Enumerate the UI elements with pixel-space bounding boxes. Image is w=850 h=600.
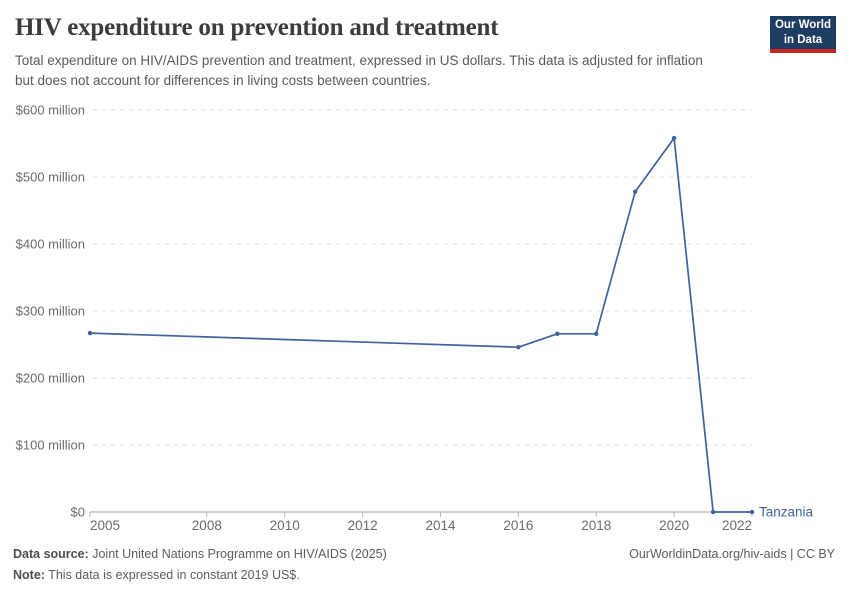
y-axis-label: $500 million [16, 170, 85, 185]
data-point-marker[interactable] [594, 331, 599, 336]
data-source-text: Joint United Nations Programme on HIV/AI… [92, 547, 387, 561]
y-axis-label: $100 million [16, 438, 85, 453]
y-axis-label: $600 million [16, 103, 85, 118]
data-point-marker[interactable] [749, 509, 755, 515]
data-source-line: Data source: Joint United Nations Progra… [13, 544, 387, 565]
y-axis-label: $0 [71, 505, 85, 520]
page-title: HIV expenditure on prevention and treatm… [15, 14, 499, 41]
owid-logo: Our World in Data [770, 16, 836, 53]
data-point-marker[interactable] [671, 135, 677, 141]
x-tick-label: 2020 [659, 518, 689, 533]
footer-sources: Data source: Joint United Nations Progra… [13, 544, 387, 586]
data-line[interactable] [89, 137, 752, 513]
note-label: Note: [13, 568, 45, 582]
data-point-marker[interactable] [555, 331, 560, 336]
chart-subtitle: Total expenditure on HIV/AIDS prevention… [15, 53, 703, 89]
entity-label[interactable]: Tanzania [759, 505, 814, 520]
x-tick-label: 2005 [90, 518, 120, 533]
data-source-label: Data source: [13, 547, 89, 561]
x-tick-label: 2012 [348, 518, 378, 533]
x-tick-label: 2014 [425, 518, 456, 533]
data-point-marker[interactable] [516, 345, 521, 350]
x-tick-label: 2010 [270, 518, 300, 533]
logo-line-1: Our World [774, 19, 831, 32]
note-line: Note: This data is expressed in constant… [13, 565, 387, 586]
x-tick-label: 2008 [192, 518, 222, 533]
logo-line-2: in Data [783, 33, 823, 46]
x-tick-label: 2018 [581, 518, 611, 533]
data-point-marker[interactable] [710, 509, 716, 515]
license-link[interactable]: OurWorldinData.org/hiv-aids | CC BY [629, 547, 835, 561]
y-axis-label: $400 million [16, 237, 85, 252]
x-tick-label: 2016 [503, 518, 533, 533]
note-text: This data is expressed in constant 2019 … [48, 568, 300, 582]
y-axis-label: $200 million [16, 371, 85, 386]
data-point-marker[interactable] [87, 330, 93, 336]
x-tick-label: 2022 [722, 518, 752, 533]
y-axis-label: $300 million [16, 304, 85, 319]
data-point-marker[interactable] [633, 189, 638, 194]
